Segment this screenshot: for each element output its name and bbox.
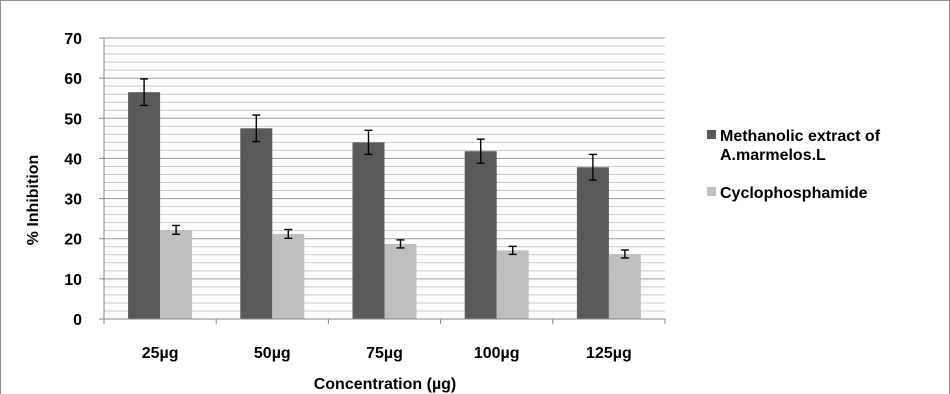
bar-cyclophosphamide: [160, 229, 193, 319]
x-tick-label: 25µg: [142, 345, 179, 362]
bar-cyclophosphamide: [608, 253, 641, 319]
y-tick-label: 30: [64, 192, 82, 209]
bar-cyclophosphamide: [272, 233, 305, 319]
bars: [128, 78, 641, 319]
x-tick-label: 75µg: [366, 345, 403, 362]
x-tick-label: 100µg: [474, 345, 520, 362]
bar-cyclophosphamide: [496, 250, 529, 319]
legend-swatch-cyclophosphamide: [707, 187, 716, 196]
bar-cyclophosphamide: [384, 243, 417, 319]
x-axis: 25µg 50µg 75µg 100µg 125µg: [99, 318, 666, 362]
x-axis-title: Concentration (µg): [314, 376, 457, 393]
legend-label: Cyclophosphamide: [720, 185, 868, 202]
x-tick-label: 50µg: [254, 345, 291, 362]
bar-methanolic-extract: [576, 167, 609, 319]
legend-label: A.marmelos.L: [720, 147, 826, 164]
legend-label: Methanolic extract of: [720, 128, 881, 145]
y-tick-label: 20: [64, 232, 82, 249]
y-tick-label: 70: [64, 31, 82, 48]
bar-methanolic-extract: [240, 128, 273, 319]
y-tick-label: 10: [64, 272, 82, 289]
y-tick-label: 0: [73, 312, 82, 329]
bar-methanolic-extract: [352, 142, 385, 319]
y-tick-label: 40: [64, 151, 82, 168]
x-tick-label: 125µg: [586, 345, 632, 362]
bar-methanolic-extract: [464, 151, 497, 319]
y-tick-label: 50: [64, 111, 82, 128]
y-tick-label: 60: [64, 71, 82, 88]
legend: Methanolic extract of A.marmelos.L Cycloph…: [707, 128, 881, 202]
legend-swatch-methanolic-extract: [707, 130, 716, 139]
y-axis-title: % Inhibition: [25, 155, 42, 246]
bar-methanolic-extract: [128, 92, 161, 319]
y-axis: 0 10 20 30 40 50 60 70: [64, 31, 105, 329]
